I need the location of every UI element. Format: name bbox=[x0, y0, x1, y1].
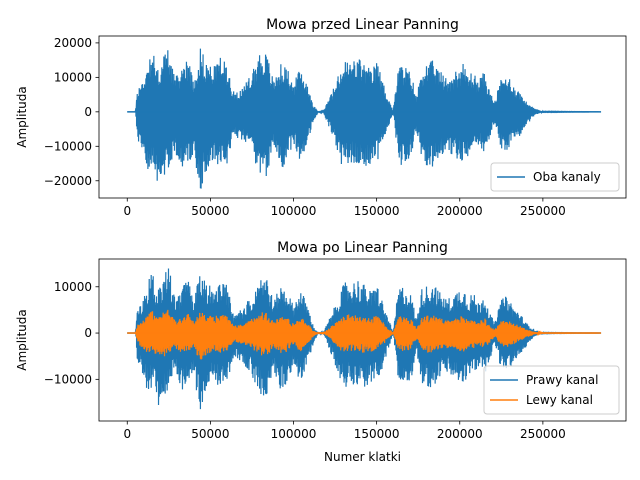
top-y-axis-label: Amplituda bbox=[15, 86, 29, 147]
top-subplot: Mowa przed Linear Panning Amplituda 0 500… bbox=[15, 17, 627, 218]
y-tick-label: 20000 bbox=[54, 36, 92, 50]
x-tick-label: 250000 bbox=[520, 204, 566, 218]
x-tick-label: 250000 bbox=[520, 427, 566, 441]
x-tick-label: 100000 bbox=[271, 427, 317, 441]
bottom-plot-frame bbox=[98, 258, 627, 422]
y-tick-label: −10000 bbox=[44, 372, 92, 386]
bottom-ticks: 0 50000 100000 150000 200000 250000 −10000 0 100… bbox=[44, 280, 566, 441]
x-tick-label: 200000 bbox=[437, 204, 483, 218]
legend-box bbox=[490, 162, 620, 192]
top-series-layer bbox=[127, 48, 602, 189]
bottom-legend: Prawy kanal Lewy kanal bbox=[483, 365, 620, 415]
bottom-y-axis-label: Amplituda bbox=[15, 309, 29, 370]
bottom-subplot: Mowa po Linear Panning Amplituda Numer k… bbox=[15, 240, 627, 464]
x-tick-label: 0 bbox=[123, 427, 131, 441]
bottom-x-axis-label: Numer klatki bbox=[324, 450, 401, 464]
top-ticks: 0 50000 100000 150000 200000 250000−20000−100… bbox=[44, 36, 566, 218]
top-legend: Oba kanaly bbox=[490, 162, 620, 192]
top-plot-frame bbox=[98, 35, 627, 199]
x-tick-label: 50000 bbox=[191, 427, 229, 441]
x-tick-label: 0 bbox=[123, 204, 131, 218]
y-tick-label: −10000 bbox=[44, 139, 92, 153]
y-tick-label: −20000 bbox=[44, 174, 92, 188]
legend-label: Oba kanaly bbox=[533, 170, 601, 184]
legend-label: Lewy kanal bbox=[526, 393, 593, 407]
bottom-series-layer bbox=[127, 268, 602, 410]
bottom-chart-title: Mowa po Linear Panning bbox=[277, 240, 448, 256]
series-line-oba-kanaly bbox=[127, 48, 601, 189]
x-tick-label: 50000 bbox=[191, 204, 229, 218]
legend-box bbox=[483, 365, 620, 415]
x-tick-label: 100000 bbox=[271, 204, 317, 218]
y-tick-label: 10000 bbox=[54, 70, 92, 84]
y-tick-label: 10000 bbox=[54, 280, 92, 294]
y-tick-label: 0 bbox=[84, 105, 92, 119]
y-tick-label: 0 bbox=[84, 326, 92, 340]
top-chart-title: Mowa przed Linear Panning bbox=[266, 17, 459, 33]
x-tick-label: 150000 bbox=[354, 427, 400, 441]
x-tick-label: 150000 bbox=[354, 204, 400, 218]
x-tick-label: 200000 bbox=[437, 427, 483, 441]
legend-label: Prawy kanal bbox=[526, 373, 598, 387]
